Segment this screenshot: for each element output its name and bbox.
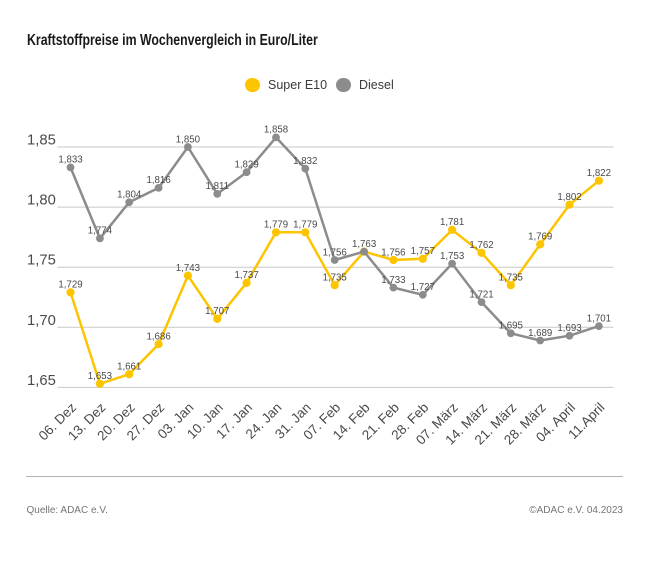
svg-text:1,729: 1,729 [58,280,82,291]
svg-text:1,735: 1,735 [323,273,347,284]
svg-text:1,811: 1,811 [206,181,230,192]
svg-text:1,707: 1,707 [205,306,229,317]
svg-text:1,727: 1,727 [411,282,435,293]
svg-text:1,661: 1,661 [117,362,141,373]
svg-text:1,85: 1,85 [27,133,56,149]
svg-text:1,829: 1,829 [234,160,258,171]
svg-text:1,762: 1,762 [469,240,493,251]
svg-text:1,70: 1,70 [27,313,56,329]
svg-text:1,721: 1,721 [469,289,493,300]
svg-text:1,822: 1,822 [587,168,611,179]
svg-text:1,689: 1,689 [528,328,552,339]
svg-text:1,858: 1,858 [264,125,288,136]
svg-text:1,65: 1,65 [27,373,56,389]
svg-text:1,733: 1,733 [381,275,405,286]
svg-text:1,80: 1,80 [27,193,56,209]
svg-text:1,850: 1,850 [176,134,201,145]
svg-text:1,779: 1,779 [264,220,288,231]
svg-text:1,769: 1,769 [528,232,552,243]
svg-text:1,735: 1,735 [499,273,523,284]
svg-text:1,686: 1,686 [146,331,170,342]
svg-text:1,804: 1,804 [117,190,142,201]
svg-text:1,774: 1,774 [88,226,113,237]
svg-text:1,701: 1,701 [587,313,611,324]
svg-text:1,695: 1,695 [499,321,523,332]
svg-text:1,833: 1,833 [58,155,82,166]
svg-text:1,756: 1,756 [323,247,347,258]
svg-text:1,756: 1,756 [381,247,405,258]
svg-text:1,832: 1,832 [293,156,317,167]
svg-text:1,653: 1,653 [88,371,112,382]
svg-text:1,802: 1,802 [557,192,581,203]
svg-text:1,75: 1,75 [27,253,56,269]
svg-text:1,763: 1,763 [352,239,376,250]
svg-text:1,743: 1,743 [176,263,200,274]
svg-text:1,693: 1,693 [557,323,581,334]
svg-text:1,737: 1,737 [234,270,258,281]
svg-text:1,753: 1,753 [440,251,464,262]
svg-text:1,816: 1,816 [146,175,170,186]
svg-text:1,757: 1,757 [411,246,435,257]
svg-text:1,779: 1,779 [293,220,317,231]
svg-text:1,781: 1,781 [440,217,464,228]
